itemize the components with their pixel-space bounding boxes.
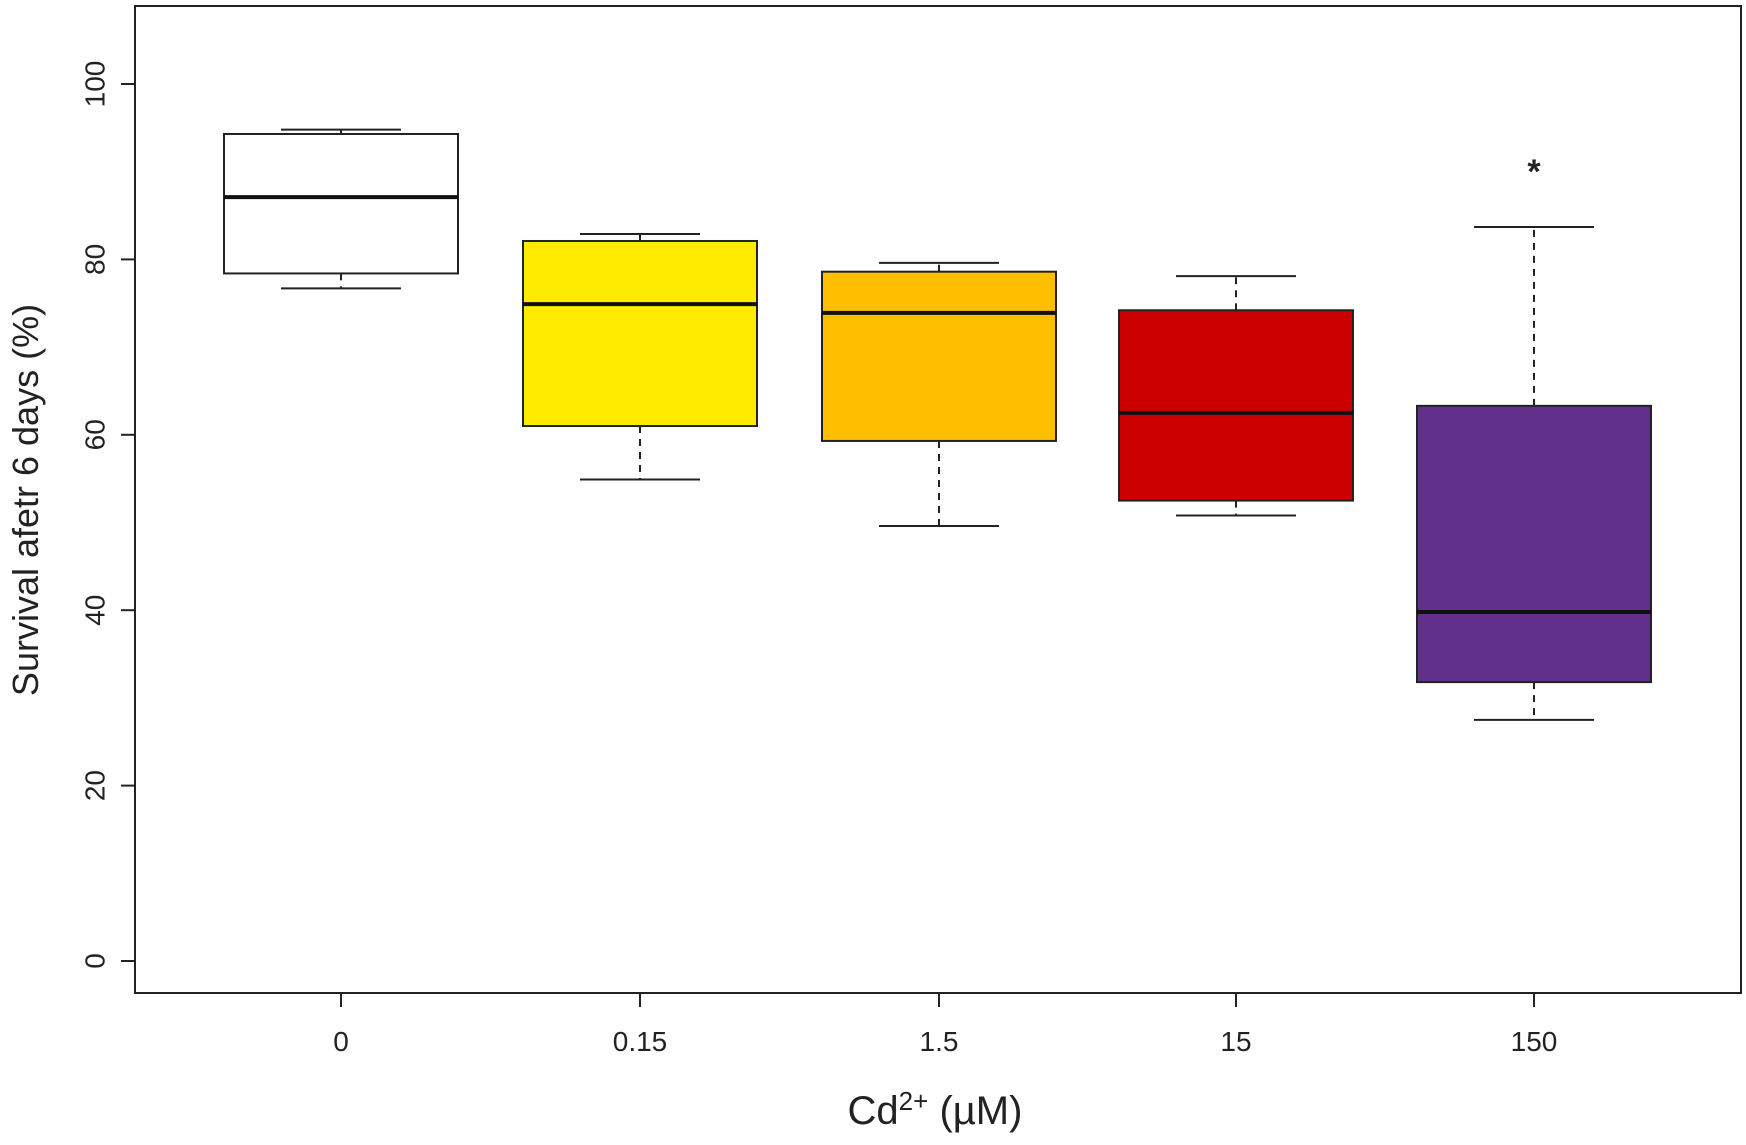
y-tick-label: 100: [79, 61, 110, 108]
box-group-0: [223, 128, 459, 290]
box-group-1.5: [821, 261, 1057, 528]
iqr-box: [223, 132, 459, 275]
iqr-box: [522, 239, 758, 428]
iqr-box: [1416, 404, 1652, 684]
x-axis: 0 0.15 1.5 15 150: [333, 993, 1557, 1057]
box-group-15: [1118, 275, 1354, 517]
x-tick-label: 1.5: [920, 1026, 959, 1057]
y-axis-label: Survival afetr 6 days (%): [5, 304, 46, 696]
box-group-0.15: [522, 232, 758, 481]
y-axis: 0 20 40 60 80 100: [79, 61, 135, 969]
y-tick-label: 40: [79, 595, 110, 626]
y-tick-label: 80: [79, 244, 110, 275]
y-tick-label: 60: [79, 419, 110, 450]
x-axis-label-base: Cd: [848, 1089, 899, 1133]
y-tick-label: 0: [79, 953, 110, 969]
iqr-box: [1118, 309, 1354, 502]
x-axis-label-superscript: 2+: [899, 1086, 929, 1116]
box-group-150: *: [1416, 153, 1652, 721]
x-axis-label-unit: (µM): [928, 1089, 1022, 1133]
x-tick-label: 15: [1220, 1026, 1251, 1057]
x-tick-label: 0.15: [613, 1026, 668, 1057]
y-tick-label: 20: [79, 770, 110, 801]
x-tick-label: 0: [333, 1026, 349, 1057]
x-axis-label: Cd2+ (µM): [848, 1086, 1023, 1133]
boxes: *: [223, 128, 1652, 721]
x-tick-label: 150: [1511, 1026, 1558, 1057]
outlier-point: *: [1527, 153, 1541, 191]
iqr-box: [821, 270, 1057, 442]
